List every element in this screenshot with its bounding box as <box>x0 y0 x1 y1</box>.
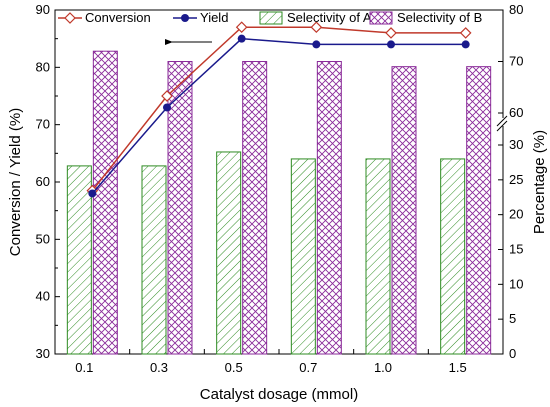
right-tick-label-upper-2: 80 <box>509 2 523 17</box>
legend-label-conversion: Conversion <box>85 10 151 25</box>
right-tick-label-lower-4: 20 <box>509 207 523 222</box>
legend-label-selectivity-of-a: Selectivity of A <box>287 10 372 25</box>
bar-selectivity-of-b-4 <box>391 66 417 355</box>
point-conversion-2 <box>235 21 248 34</box>
lines-layer <box>86 21 472 198</box>
right-axis-title: Percentage (%) <box>531 130 548 234</box>
right-tick-label-upper-0: 60 <box>509 105 523 120</box>
x-tick-label-3: 0.7 <box>299 360 317 375</box>
x-tick-label-4: 1.0 <box>374 360 392 375</box>
point-conversion-3 <box>310 21 323 34</box>
bar-selectivity-of-b-1 <box>167 61 193 355</box>
point-conversion-5 <box>459 27 472 39</box>
legend-label-selectivity-of-b: Selectivity of B <box>397 10 482 25</box>
legend-swatch-selectivity-of-b <box>369 11 393 25</box>
line-yield <box>91 37 466 194</box>
point-yield-5 <box>461 40 470 49</box>
point-yield-3 <box>312 40 321 49</box>
point-conversion-4 <box>385 27 397 39</box>
legend-label-yield: Yield <box>200 10 228 25</box>
legend: Conversion Yield Selectivity of A Selectivi… <box>58 10 482 25</box>
bar-selectivity-of-a-1 <box>141 165 167 355</box>
axes-layer: 30 40 50 60 70 80 90 0 5 10 15 20 25 30 60 70 80 0.1 0.3 0.… <box>36 2 524 375</box>
axis-break-right <box>495 115 509 132</box>
right-tick-label-upper-1: 70 <box>509 53 523 68</box>
point-conversion-1 <box>161 90 173 102</box>
bar-selectivity-of-a-2 <box>216 151 242 355</box>
left-tick-label-6: 90 <box>36 2 50 17</box>
x-tick-label-5: 1.5 <box>449 360 467 375</box>
point-yield-2 <box>237 34 246 43</box>
bar-selectivity-of-a-5 <box>440 158 466 355</box>
left-tick-label-1: 40 <box>36 289 50 304</box>
legend-swatch-selectivity-of-a <box>259 11 283 25</box>
left-tick-label-3: 60 <box>36 174 50 189</box>
legend-marker-yield <box>181 14 189 22</box>
right-tick-label-lower-0: 0 <box>509 346 516 361</box>
point-yield-4 <box>387 40 395 49</box>
bar-selectivity-of-b-0 <box>92 50 118 355</box>
left-tick-label-0: 30 <box>36 346 50 361</box>
bar-selectivity-of-b-2 <box>242 61 268 355</box>
right-tick-label-lower-5: 25 <box>509 172 523 187</box>
left-axis-title: Conversion / Yield (%) <box>7 108 24 256</box>
bar-selectivity-of-b-3 <box>316 61 342 355</box>
x-tick-label-2: 0.5 <box>225 360 243 375</box>
bar-selectivity-of-a-3 <box>290 158 316 355</box>
bar-selectivity-of-a-4 <box>365 158 391 355</box>
line-conversion <box>91 26 466 192</box>
plot-frame <box>54 9 504 355</box>
right-tick-label-lower-1: 5 <box>509 311 516 326</box>
left-tick-label-2: 50 <box>36 231 50 246</box>
x-tick-label-0: 0.1 <box>75 360 93 375</box>
bar-selectivity-of-a-0 <box>66 165 92 355</box>
point-yield-1 <box>163 103 171 112</box>
x-tick-label-1: 0.3 <box>150 360 168 375</box>
left-tick-label-5: 80 <box>36 59 50 74</box>
point-yield-0 <box>88 189 97 198</box>
bars-layer <box>66 50 492 355</box>
right-tick-label-lower-3: 15 <box>509 242 523 257</box>
legend-marker-conversion <box>64 12 76 24</box>
x-axis-title: Catalyst dosage (mmol) <box>200 386 358 403</box>
right-tick-label-lower-2: 10 <box>509 276 523 291</box>
left-tick-label-4: 70 <box>36 117 50 132</box>
right-tick-label-lower-6: 30 <box>509 137 523 152</box>
bar-selectivity-of-b-5 <box>466 66 492 355</box>
